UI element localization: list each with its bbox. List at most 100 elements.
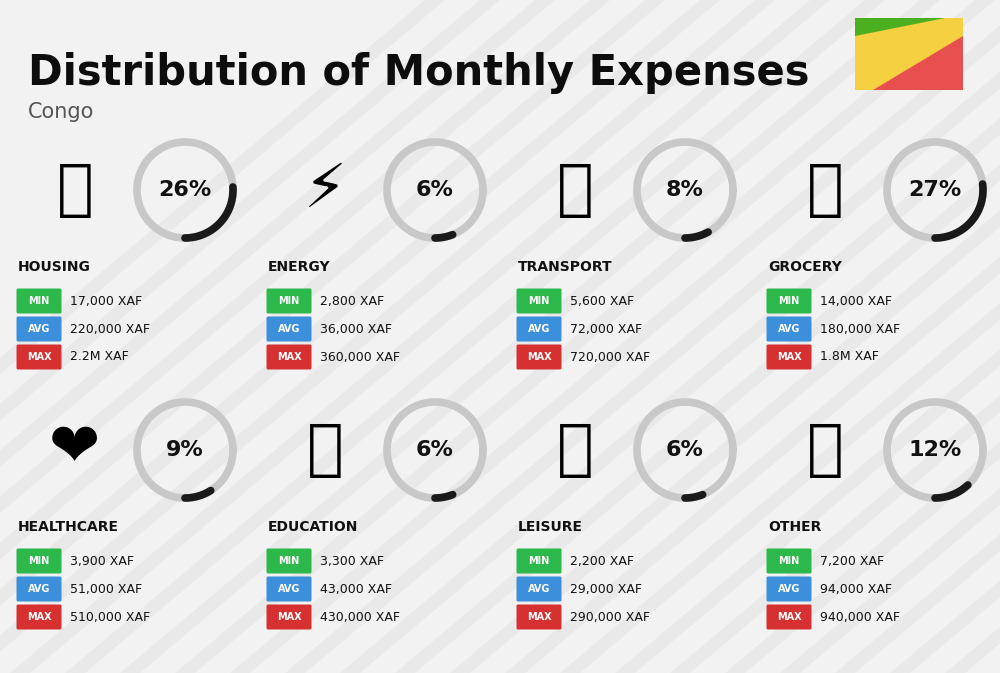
Polygon shape <box>340 0 1000 673</box>
Polygon shape <box>10 0 830 673</box>
Text: 510,000 XAF: 510,000 XAF <box>70 610 150 623</box>
Text: 180,000 XAF: 180,000 XAF <box>820 322 900 336</box>
FancyBboxPatch shape <box>767 548 812 573</box>
Text: 220,000 XAF: 220,000 XAF <box>70 322 150 336</box>
Text: 3,300 XAF: 3,300 XAF <box>320 555 384 567</box>
FancyBboxPatch shape <box>516 316 562 341</box>
Text: 720,000 XAF: 720,000 XAF <box>570 351 650 363</box>
Text: 27%: 27% <box>908 180 962 200</box>
FancyBboxPatch shape <box>516 345 562 369</box>
FancyBboxPatch shape <box>266 548 312 573</box>
Text: 43,000 XAF: 43,000 XAF <box>320 583 392 596</box>
FancyBboxPatch shape <box>266 289 312 314</box>
Polygon shape <box>725 0 1000 673</box>
Text: AVG: AVG <box>28 584 50 594</box>
Polygon shape <box>780 0 1000 673</box>
Text: ❤️: ❤️ <box>49 421 101 479</box>
Text: 12%: 12% <box>908 440 962 460</box>
Polygon shape <box>855 18 963 90</box>
Text: MAX: MAX <box>27 352 51 362</box>
Text: AVG: AVG <box>528 324 550 334</box>
FancyBboxPatch shape <box>767 345 812 369</box>
FancyBboxPatch shape <box>516 604 562 629</box>
Text: AVG: AVG <box>278 584 300 594</box>
FancyBboxPatch shape <box>266 577 312 602</box>
Polygon shape <box>505 0 1000 673</box>
Polygon shape <box>175 0 995 673</box>
Text: Distribution of Monthly Expenses: Distribution of Monthly Expenses <box>28 52 810 94</box>
FancyBboxPatch shape <box>516 548 562 573</box>
Text: 17,000 XAF: 17,000 XAF <box>70 295 142 308</box>
Polygon shape <box>0 0 445 673</box>
Text: AVG: AVG <box>28 324 50 334</box>
Text: 7,200 XAF: 7,200 XAF <box>820 555 884 567</box>
Text: 940,000 XAF: 940,000 XAF <box>820 610 900 623</box>
FancyBboxPatch shape <box>16 289 62 314</box>
Text: EDUCATION: EDUCATION <box>268 520 358 534</box>
FancyBboxPatch shape <box>16 577 62 602</box>
Polygon shape <box>855 18 963 90</box>
Text: 430,000 XAF: 430,000 XAF <box>320 610 400 623</box>
Text: 94,000 XAF: 94,000 XAF <box>820 583 892 596</box>
Text: MIN: MIN <box>28 556 50 566</box>
Text: 6%: 6% <box>666 440 704 460</box>
Polygon shape <box>615 0 1000 673</box>
Text: ENERGY: ENERGY <box>268 260 331 274</box>
Text: MIN: MIN <box>28 296 50 306</box>
Polygon shape <box>120 0 940 673</box>
Text: MAX: MAX <box>527 612 551 622</box>
Polygon shape <box>0 0 555 673</box>
Text: 9%: 9% <box>166 440 204 460</box>
Text: 💰: 💰 <box>807 421 843 479</box>
Polygon shape <box>65 0 885 673</box>
Text: 14,000 XAF: 14,000 XAF <box>820 295 892 308</box>
Text: 51,000 XAF: 51,000 XAF <box>70 583 142 596</box>
Text: ⚡️: ⚡️ <box>304 160 346 219</box>
Text: MIN: MIN <box>528 296 550 306</box>
Text: AVG: AVG <box>528 584 550 594</box>
FancyBboxPatch shape <box>516 577 562 602</box>
Polygon shape <box>285 0 1000 673</box>
FancyBboxPatch shape <box>16 345 62 369</box>
Text: MAX: MAX <box>777 352 801 362</box>
Text: 36,000 XAF: 36,000 XAF <box>320 322 392 336</box>
Text: HOUSING: HOUSING <box>18 260 91 274</box>
Text: 29,000 XAF: 29,000 XAF <box>570 583 642 596</box>
Polygon shape <box>890 0 1000 673</box>
Text: MAX: MAX <box>777 612 801 622</box>
Text: MAX: MAX <box>277 612 301 622</box>
Polygon shape <box>0 0 610 673</box>
Text: Congo: Congo <box>28 102 94 122</box>
Text: 1.8M XAF: 1.8M XAF <box>820 351 879 363</box>
Text: MIN: MIN <box>528 556 550 566</box>
Text: 🎓: 🎓 <box>307 421 343 479</box>
Polygon shape <box>855 18 963 90</box>
FancyBboxPatch shape <box>767 604 812 629</box>
Polygon shape <box>450 0 1000 673</box>
Text: AVG: AVG <box>778 584 800 594</box>
Polygon shape <box>560 0 1000 673</box>
FancyBboxPatch shape <box>266 345 312 369</box>
Polygon shape <box>945 0 1000 673</box>
Polygon shape <box>835 0 1000 673</box>
Text: 3,900 XAF: 3,900 XAF <box>70 555 134 567</box>
Text: 5,600 XAF: 5,600 XAF <box>570 295 634 308</box>
FancyBboxPatch shape <box>16 316 62 341</box>
Text: MIN: MIN <box>278 556 300 566</box>
Text: 6%: 6% <box>416 440 454 460</box>
FancyBboxPatch shape <box>266 316 312 341</box>
Text: AVG: AVG <box>778 324 800 334</box>
FancyBboxPatch shape <box>767 577 812 602</box>
Text: MAX: MAX <box>527 352 551 362</box>
Text: 2.2M XAF: 2.2M XAF <box>70 351 129 363</box>
FancyBboxPatch shape <box>516 289 562 314</box>
Polygon shape <box>0 0 500 673</box>
Text: 🚌: 🚌 <box>557 160 593 219</box>
Text: MAX: MAX <box>27 612 51 622</box>
Polygon shape <box>0 0 665 673</box>
FancyBboxPatch shape <box>767 316 812 341</box>
Polygon shape <box>670 0 1000 673</box>
Text: MIN: MIN <box>778 556 800 566</box>
Text: 🛍️: 🛍️ <box>557 421 593 479</box>
FancyBboxPatch shape <box>16 604 62 629</box>
